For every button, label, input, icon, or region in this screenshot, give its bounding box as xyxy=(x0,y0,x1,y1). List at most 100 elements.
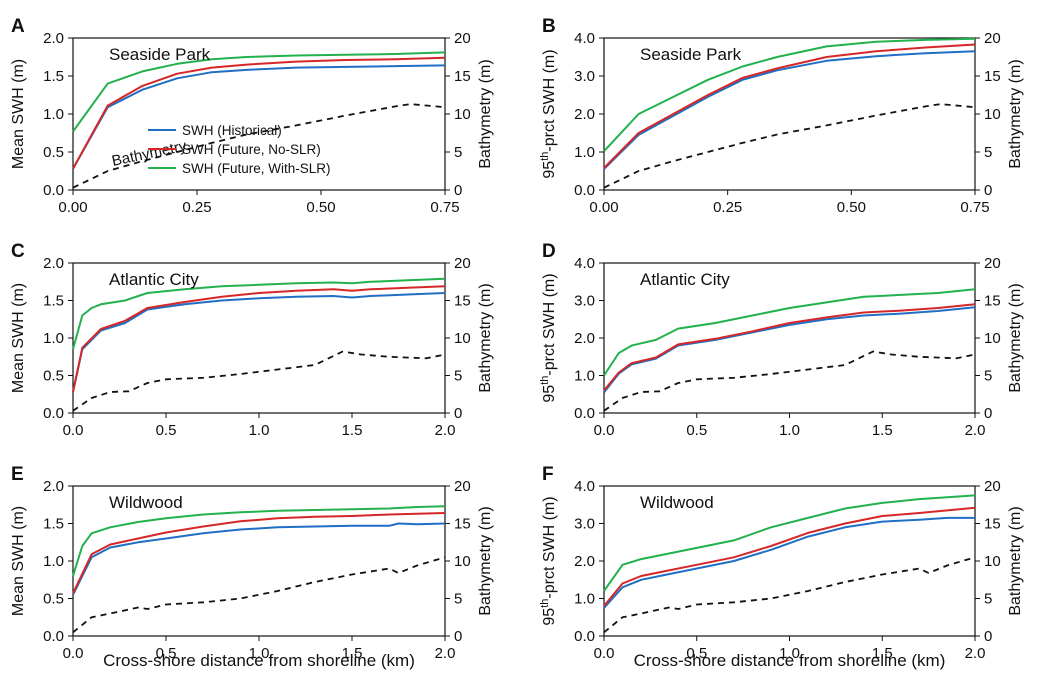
x-tick-label: 0.0 xyxy=(594,422,615,439)
y-axis-label: Mean SWH (m) xyxy=(10,283,27,393)
y2-tick-label: 15 xyxy=(454,293,471,310)
y-tick-label: 0.0 xyxy=(574,405,595,422)
y2-tick-label: 5 xyxy=(984,591,992,608)
y-tick-label: 2.0 xyxy=(43,255,64,272)
y2-tick-label: 0 xyxy=(454,405,462,422)
x-tick-label: 1.0 xyxy=(249,645,270,662)
y-axis-label: 95th-prct SWH (m) xyxy=(539,273,558,402)
x-tick-label: 0.75 xyxy=(430,199,459,216)
series-line-swh-future-no-slr xyxy=(603,303,976,392)
y2-tick-label: 10 xyxy=(454,553,471,570)
panel-b: 0.00 0.25 0.50 0.75 0.0 1.0 2.0 3.0 4.0 0 5 10 15 20 B… xyxy=(539,16,1024,216)
x-tick-label: 0.00 xyxy=(58,199,87,216)
panel-letter: A xyxy=(11,16,25,37)
x-tick-label: 0.5 xyxy=(156,645,177,662)
y2-tick-label: 20 xyxy=(984,478,1001,495)
x-tick-label: 0.5 xyxy=(156,422,177,439)
x-tick-label: 0.0 xyxy=(63,645,84,662)
x-tick-label: 2.0 xyxy=(965,645,986,662)
panel-letter: D xyxy=(542,241,556,262)
panel-letter: B xyxy=(542,16,556,37)
x-tick-label: 1.0 xyxy=(779,422,800,439)
x-tick-label: 0.0 xyxy=(594,645,615,662)
y2-tick-label: 5 xyxy=(454,144,462,161)
y-tick-label: 1.5 xyxy=(43,516,64,533)
x-tick-label: 1.5 xyxy=(342,645,363,662)
panel-letter: E xyxy=(11,464,24,485)
bathymetry-line xyxy=(603,556,976,633)
y2-tick-label: 0 xyxy=(984,182,992,199)
y2-tick-label: 20 xyxy=(454,255,471,272)
y-tick-label: 0.5 xyxy=(43,591,64,608)
panel-title: Wildwood xyxy=(640,493,714,512)
panel-letter: C xyxy=(11,241,25,262)
y2-tick-label: 0 xyxy=(454,628,462,645)
y-tick-label: 0.5 xyxy=(43,144,64,161)
y-tick-label: 4.0 xyxy=(574,478,595,495)
y2-tick-label: 0 xyxy=(984,628,992,645)
y2-axis-label: Bathymetry (m) xyxy=(1007,59,1024,168)
series-line-swh-future-with-slr xyxy=(72,505,446,577)
y-tick-label: 1.0 xyxy=(43,553,64,570)
y-tick-label: 2.0 xyxy=(574,553,595,570)
series-line-swh-historical xyxy=(72,292,446,393)
y2-tick-label: 5 xyxy=(454,591,462,608)
y-tick-label: 2.0 xyxy=(43,30,64,47)
series-line-swh-future-with-slr xyxy=(603,37,976,152)
y2-tick-label: 10 xyxy=(984,553,1001,570)
series-line-swh-future-no-slr xyxy=(72,56,446,170)
y2-tick-label: 15 xyxy=(984,293,1001,310)
y-tick-label: 1.0 xyxy=(574,368,595,385)
y-tick-label: 0.0 xyxy=(43,182,64,199)
panel-e: 0.0 0.5 1.0 1.5 2.00.00.51.01.52.005101520EW… xyxy=(10,464,494,662)
y-tick-label: 3.0 xyxy=(574,68,595,85)
y2-tick-label: 5 xyxy=(454,368,462,385)
panel-title: Seaside Park xyxy=(109,45,211,64)
y-tick-label: 4.0 xyxy=(574,255,595,272)
panel-title: Atlantic City xyxy=(109,270,199,289)
y-tick-label: 1.0 xyxy=(43,330,64,347)
series-line-swh-future-with-slr xyxy=(603,494,976,592)
panel-title: Seaside Park xyxy=(640,45,742,64)
y2-tick-label: 10 xyxy=(454,106,471,123)
y-tick-label: 0.0 xyxy=(574,628,595,645)
y-axis-label: Mean SWH (m) xyxy=(10,506,27,616)
x-tick-label: 0.00 xyxy=(589,199,618,216)
x-tick-label: 2.0 xyxy=(435,645,456,662)
y2-axis-label: Bathymetry (m) xyxy=(1007,283,1024,392)
panel-c: 0.0 0.5 1.0 1.5 2.00.00.51.01.52.005101520CA… xyxy=(10,241,494,439)
y2-axis-label: Bathymetry (m) xyxy=(477,59,494,168)
x-tick-label: 0.50 xyxy=(306,199,335,216)
y-tick-label: 3.0 xyxy=(574,516,595,533)
y-tick-label: 0.0 xyxy=(43,628,64,645)
series-line-swh-future-no-slr xyxy=(72,512,446,594)
bathymetry-line xyxy=(603,103,976,189)
legend-label: SWH (Future, No-SLR) xyxy=(182,142,321,157)
y-tick-label: 3.0 xyxy=(574,293,595,310)
panel-a: 0.00 0.25 0.50 0.75 0.0 0.5 1.0 1.5 2.0 0 5 10 15 20 A… xyxy=(10,16,494,216)
y-tick-label: 1.5 xyxy=(43,68,64,85)
bathymetry-line xyxy=(603,350,976,412)
series-line-swh-historical xyxy=(72,522,446,596)
x-tick-label: 1.0 xyxy=(249,422,270,439)
y2-tick-label: 10 xyxy=(984,330,1001,347)
series-line-swh-future-no-slr xyxy=(603,43,976,169)
y-tick-label: 1.5 xyxy=(43,293,64,310)
series-line-swh-future-with-slr xyxy=(72,51,446,133)
x-tick-label: 0.25 xyxy=(713,199,742,216)
y2-tick-label: 15 xyxy=(454,68,471,85)
panel-d: 0.0 0.5 1.0 1.5 2.0 0.0 1.0 2.0 3.0 4.0 0 5 10 15 20 D A… xyxy=(539,241,1024,439)
y-axis-label: 95th-prct SWH (m) xyxy=(539,49,558,178)
series-line-swh-historical xyxy=(603,516,975,609)
x-tick-label: 1.5 xyxy=(342,422,363,439)
y-axis-label: Mean SWH (m) xyxy=(10,59,27,169)
series-line-swh-historical xyxy=(603,306,976,394)
panel-letter: F xyxy=(542,464,554,485)
legend-label: SWH (Future, With-SLR) xyxy=(182,161,331,176)
bathymetry-annotation: Bathymetry xyxy=(110,137,188,170)
y2-tick-label: 15 xyxy=(984,516,1001,533)
y2-tick-label: 20 xyxy=(454,478,471,495)
y2-tick-label: 0 xyxy=(984,405,992,422)
x-axis-label: Cross-shore distance from shoreline (km) xyxy=(103,651,415,670)
